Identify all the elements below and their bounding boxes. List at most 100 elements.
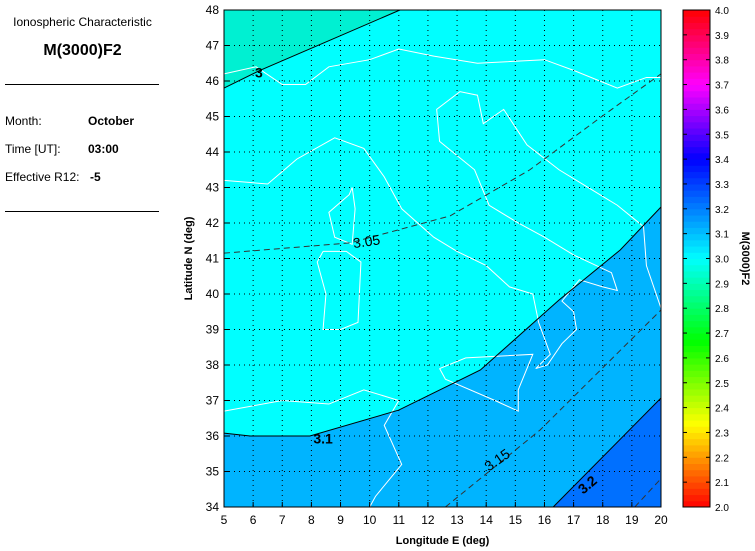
x-tick-label: 14: [480, 513, 494, 527]
x-tick-label: 6: [250, 513, 257, 527]
coastline-sardinia: [316, 250, 362, 330]
colorbar-swatch: [683, 78, 710, 86]
colorbar-swatch: [683, 16, 710, 23]
y-tick-label: 40: [206, 287, 220, 301]
y-tick-label: 38: [206, 358, 220, 372]
colorbar-swatch: [683, 109, 710, 117]
month-label: Month:: [5, 114, 42, 128]
colorbar-swatch: [683, 239, 710, 247]
colorbar-tick-label: 2.9: [715, 279, 729, 290]
colorbar-swatch: [683, 475, 710, 483]
x-tick-label: 12: [421, 513, 435, 527]
colorbar-swatch: [683, 227, 710, 235]
colorbar-tick-label: 2.4: [715, 404, 729, 415]
x-tick-label: 8: [308, 513, 315, 527]
y-tick-label: 48: [206, 3, 220, 17]
colorbar-swatch: [683, 252, 710, 259]
x-tick-label: 13: [450, 513, 464, 527]
colorbar-swatch: [683, 177, 710, 185]
colorbar-tick-label: 2.6: [715, 354, 729, 365]
colorbar-swatch: [683, 289, 710, 297]
contour-3.05: [223, 73, 662, 254]
x-tick-label: 20: [654, 513, 668, 527]
colorbar-swatch: [683, 41, 710, 48]
y-tick-label: 37: [206, 394, 220, 408]
border-alps: [223, 48, 661, 89]
colorbar-swatch: [683, 339, 710, 346]
colorbar-swatch: [683, 65, 710, 73]
colorbar-swatch: [683, 103, 710, 110]
colorbar-swatch: [683, 165, 710, 173]
contour-3.15: [445, 309, 662, 508]
colorbar-swatch: [683, 482, 710, 489]
colorbar-swatch: [683, 115, 710, 123]
characteristic-title: M(3000)F2: [43, 42, 122, 59]
colorbar-swatch: [683, 395, 710, 402]
colorbar-swatch: [683, 277, 710, 284]
colorbar-tick-label: 3.7: [715, 81, 729, 92]
colorbar-swatch: [683, 432, 710, 440]
colorbar-swatch: [683, 326, 710, 334]
colorbar-tick-label: 2.1: [715, 478, 729, 489]
divider: [5, 84, 159, 85]
y-tick-label: 34: [206, 500, 220, 514]
x-tick-label: 9: [337, 513, 344, 527]
colorbar-swatch: [683, 488, 710, 496]
colorbar-swatch: [683, 457, 710, 465]
y-tick-label: 46: [206, 74, 220, 88]
colorbar-swatch: [683, 351, 710, 359]
colorbar-swatch: [683, 314, 710, 322]
colorbar-swatch: [683, 451, 710, 458]
colorbar-swatch: [683, 320, 710, 328]
colorbar-swatch: [683, 246, 710, 253]
contour-3.1: [223, 206, 662, 437]
contour-3.2: [552, 397, 662, 508]
contour-label: 3.1: [313, 430, 333, 446]
colorbar-swatch: [683, 264, 710, 272]
colorbar-swatch: [683, 28, 710, 36]
colorbar-swatch: [683, 370, 710, 378]
colorbar-swatch: [683, 90, 710, 98]
colorbar-swatch: [683, 215, 710, 222]
colorbar-swatch: [683, 128, 710, 135]
colorbar-swatch: [683, 221, 710, 228]
y-tick-label: 42: [206, 216, 220, 230]
r12-value: -5: [90, 170, 101, 184]
colorbar-swatch: [683, 208, 710, 216]
colorbar-swatch: [683, 152, 710, 160]
contour-label: 3.05: [352, 231, 381, 251]
colorbar-swatch: [683, 413, 710, 421]
y-tick-label: 41: [206, 252, 220, 266]
colorbar-swatch: [683, 469, 710, 477]
colorbar-swatch: [683, 376, 710, 384]
colorbar-swatch: [683, 159, 710, 166]
colorbar-tick-label: 3.4: [715, 155, 729, 166]
colorbar-swatch: [683, 34, 710, 42]
colorbar-tick-label: 2.8: [715, 304, 729, 315]
colorbar-swatch: [683, 72, 710, 79]
colorbar-swatch: [683, 357, 710, 365]
colorbar-swatch: [683, 59, 710, 67]
colorbar-swatch: [683, 53, 710, 61]
colorbar-swatch: [683, 364, 710, 371]
coastline-italy: [223, 91, 662, 370]
colorbar-swatch: [683, 333, 710, 340]
colorbar-tick-label: 2.7: [715, 329, 729, 340]
colorbar-swatch: [683, 301, 710, 309]
colorbar-tick-label: 4.0: [715, 6, 729, 17]
contour-3.25: [634, 478, 662, 508]
colorbar-swatch: [683, 426, 710, 433]
r12-label: Effective R12:: [5, 170, 80, 184]
contour-label: 3: [255, 65, 263, 81]
x-tick-label: 5: [221, 513, 228, 527]
band-3.1-3.2: [224, 207, 661, 507]
colorbar-tick-label: 3.5: [715, 130, 729, 141]
colorbar-tick-label: 3.2: [715, 205, 729, 216]
time-label: Time [UT]:: [5, 142, 61, 156]
colorbar-tick-label: 3.1: [715, 230, 729, 241]
colorbar-swatch: [683, 196, 710, 204]
colorbar-swatch: [683, 438, 710, 446]
y-tick-label: 35: [206, 465, 220, 479]
colorbar-swatch: [683, 388, 710, 396]
colorbar-tick-label: 2.2: [715, 453, 729, 464]
